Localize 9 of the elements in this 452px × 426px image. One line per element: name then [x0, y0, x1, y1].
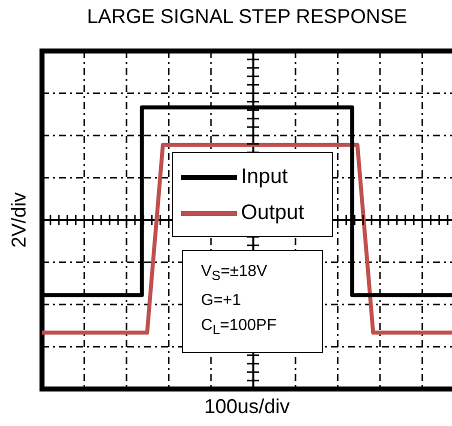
annotation: V$_{S}$=±18V — [201, 262, 268, 286]
legend-label: Output — [241, 201, 304, 225]
text-frame: V$_{S}$=±18V G=+1 C$_{L}$=100PF — [182, 250, 323, 353]
chart-title: LARGE SIGNAL STEP RESPONSE — [86, 6, 408, 29]
annotation: C$_{L}$=100PF — [201, 316, 278, 340]
x-axis-title: 100us/div — [203, 396, 291, 419]
annotation: G=+1 — [201, 291, 242, 312]
legend-label: Input — [241, 165, 288, 189]
y-axis-title: 2V/div — [8, 192, 32, 248]
